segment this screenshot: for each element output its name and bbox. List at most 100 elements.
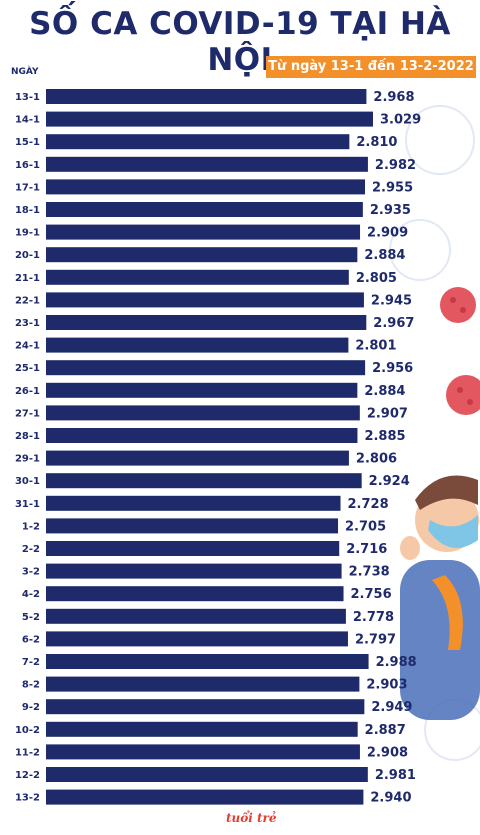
- value-label: 2.778: [353, 610, 394, 625]
- publisher-logo: tuổi trẻ: [226, 811, 277, 825]
- bar: [46, 586, 344, 602]
- bar: [46, 699, 365, 715]
- value-label: 2.884: [364, 384, 405, 399]
- bar: [46, 292, 364, 308]
- category-label: 25-1: [15, 363, 40, 374]
- bar: [46, 676, 360, 692]
- value-label: 2.885: [364, 429, 405, 444]
- category-label: 26-1: [15, 386, 40, 397]
- bar: [46, 767, 368, 782]
- value-label: 2.728: [348, 497, 389, 512]
- bar: [46, 134, 350, 150]
- category-label: 19-1: [15, 228, 40, 239]
- category-label: 24-1: [15, 341, 40, 352]
- category-label: 21-1: [15, 273, 40, 284]
- category-label: 2-2: [22, 544, 40, 555]
- value-label: 2.968: [373, 90, 414, 105]
- category-label: 22-1: [15, 295, 40, 306]
- bar: [46, 608, 346, 624]
- bar: [46, 315, 367, 330]
- bar: [46, 224, 361, 240]
- category-label: 11-2: [15, 747, 40, 758]
- bar: [46, 450, 349, 466]
- page-title: SỐ CA COVID-19 TẠI HÀ NỘI: [29, 6, 451, 78]
- bar: [46, 563, 342, 579]
- value-label: 2.716: [346, 542, 387, 557]
- bar: [46, 337, 349, 353]
- category-label: 28-1: [15, 431, 40, 442]
- bar: [46, 89, 367, 104]
- category-label: 9-2: [22, 702, 40, 713]
- value-label: 3.029: [380, 113, 421, 128]
- value-label: 2.756: [351, 587, 392, 602]
- value-label: 2.940: [370, 791, 411, 806]
- category-label: 5-2: [22, 612, 40, 623]
- value-label: 2.907: [367, 406, 408, 421]
- value-label: 2.955: [372, 180, 413, 195]
- category-label: 8-2: [22, 680, 40, 691]
- category-label: 12-2: [15, 770, 40, 781]
- bar: [46, 631, 348, 647]
- bar: [46, 495, 341, 511]
- value-label: 2.982: [375, 158, 416, 173]
- bar: [46, 473, 362, 489]
- bar: [46, 179, 366, 195]
- bar: [46, 382, 358, 398]
- value-label: 2.967: [373, 316, 414, 331]
- value-label: 2.988: [376, 655, 417, 670]
- value-label: 2.884: [364, 248, 405, 263]
- value-label: 2.806: [356, 452, 397, 467]
- category-label: 29-1: [15, 454, 40, 465]
- value-label: 2.956: [372, 361, 413, 376]
- bar: [46, 789, 364, 805]
- bar: [46, 247, 358, 263]
- value-label: 2.945: [371, 293, 412, 308]
- category-label: 1-2: [22, 521, 40, 532]
- category-label: 13-1: [15, 92, 40, 103]
- category-label: 16-1: [15, 160, 40, 171]
- category-label: 15-1: [15, 137, 40, 148]
- category-label: 31-1: [15, 499, 40, 510]
- bar: [46, 744, 360, 760]
- date-range-badge: Từ ngày 13-1 đến 13-2-2022: [266, 56, 476, 78]
- category-label: 7-2: [22, 657, 40, 668]
- value-label: 2.801: [355, 339, 396, 354]
- y-axis-label: NGÀY: [11, 67, 39, 77]
- value-label: 2.738: [349, 565, 390, 580]
- value-label: 2.908: [367, 745, 408, 760]
- value-label: 2.887: [365, 723, 406, 738]
- bar: [46, 405, 360, 421]
- bar: [46, 518, 339, 534]
- value-label: 2.805: [356, 271, 397, 286]
- value-label: 2.797: [355, 632, 396, 647]
- category-label: 17-1: [15, 182, 40, 193]
- bar: [46, 202, 363, 217]
- category-label: 23-1: [15, 318, 40, 329]
- bar: [46, 654, 369, 669]
- value-label: 2.981: [375, 768, 416, 783]
- value-label: 2.949: [371, 700, 412, 715]
- category-label: 10-2: [15, 725, 40, 736]
- value-label: 2.909: [367, 226, 408, 241]
- category-label: 14-1: [15, 115, 40, 126]
- bar: [46, 721, 358, 737]
- category-label: 3-2: [22, 567, 40, 578]
- category-label: 27-1: [15, 408, 40, 419]
- category-label: 30-1: [15, 476, 40, 487]
- value-label: 2.705: [345, 519, 386, 534]
- value-label: 2.924: [369, 474, 410, 489]
- category-label: 20-1: [15, 250, 40, 261]
- bar: [46, 156, 368, 172]
- bar: [46, 269, 349, 285]
- category-label: 18-1: [15, 205, 40, 216]
- value-label: 2.903: [366, 678, 407, 693]
- value-label: 2.810: [356, 135, 397, 150]
- bar: [46, 111, 373, 127]
- bar: [46, 541, 340, 556]
- bar: [46, 360, 366, 376]
- category-label: 6-2: [22, 634, 40, 645]
- category-label: 13-2: [15, 793, 40, 804]
- category-label: 4-2: [22, 589, 40, 600]
- value-label: 2.935: [370, 203, 411, 218]
